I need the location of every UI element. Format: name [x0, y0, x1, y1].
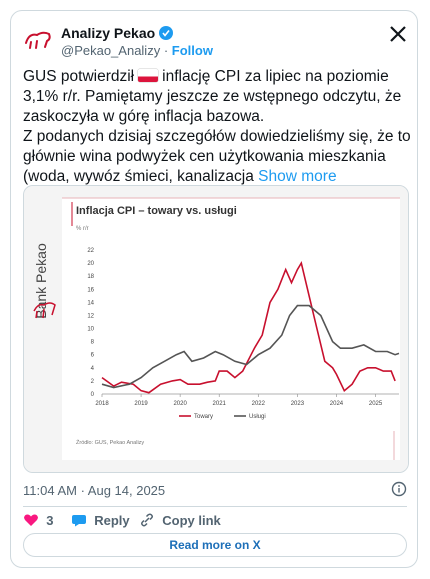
x-tick-label: 2025	[369, 401, 383, 407]
tweet-card: Analizy Pekao @Pekao_Analizy · Follow GU…	[10, 10, 418, 568]
text-part: Z podanych dzisiaj szczegółów dowiedziel…	[23, 128, 411, 185]
handle[interactable]: @Pekao_Analizy	[61, 43, 161, 58]
author-name[interactable]: Analizy Pekao	[61, 25, 174, 41]
chart-title: Inflacja CPI – towary vs. usługi	[76, 205, 237, 217]
y-tick-label: 20	[87, 261, 94, 267]
brand-label: Bank Pekao	[33, 243, 49, 319]
copy-text: Copy link	[162, 513, 221, 528]
x-tick-label: 2018	[95, 401, 109, 407]
like-action[interactable]: 3	[23, 513, 53, 528]
info-icon[interactable]	[391, 481, 407, 497]
y-tick-label: 18	[87, 274, 94, 280]
x-tick-label: 2020	[173, 401, 187, 407]
text-part: GUS potwierdził	[23, 68, 135, 85]
x-tick-label: 2022	[252, 401, 266, 407]
reply-icon	[72, 515, 86, 527]
text-part: inflację CPI za lipiec na poziomie 3,1% …	[23, 68, 402, 125]
y-tick-label: 4	[91, 366, 95, 372]
separator: ·	[163, 43, 169, 58]
link-icon	[141, 513, 153, 527]
reply-action[interactable]: Reply	[71, 513, 130, 528]
tweet-image[interactable]: Bank Pekao Inflacja CPI – towary vs. usł…	[23, 185, 409, 473]
y-tick-label: 12	[87, 313, 94, 319]
legend-label: Towary	[194, 414, 213, 420]
like-count: 3	[46, 513, 54, 528]
y-tick-label: 8	[91, 340, 95, 346]
show-more[interactable]: Show more	[258, 168, 337, 185]
y-tick-label: 6	[91, 353, 95, 359]
source: Źródło: GUS, Pekao Analizy	[76, 439, 144, 446]
flag-emoji	[138, 69, 159, 82]
copy-action[interactable]: Copy link	[139, 513, 221, 528]
y-tick-label: 0	[91, 392, 95, 398]
y-tick-label: 10	[87, 327, 94, 333]
author-name-text[interactable]: Analizy Pekao	[61, 25, 156, 41]
y-tick-label: 16	[87, 287, 94, 293]
x-logo[interactable]	[389, 25, 407, 43]
avatar	[25, 31, 51, 49]
series-line	[101, 304, 400, 389]
follow-button[interactable]: Follow	[171, 43, 213, 58]
x-tick-label: 2019	[134, 401, 148, 407]
x-tick-label: 2021	[213, 401, 227, 407]
chart: Bank Pekao Inflacja CPI – towary vs. usł…	[24, 186, 408, 472]
reply-text: Reply	[94, 513, 130, 528]
unit-label: % r/r	[76, 226, 89, 232]
x-tick-label: 2024	[330, 401, 344, 407]
verified-badge	[159, 26, 174, 40]
y-tick-label: 22	[87, 248, 94, 254]
author-handle: @Pekao_Analizy · Follow	[61, 43, 213, 58]
read-more-button[interactable]: Read more on X	[23, 533, 407, 557]
timestamp[interactable]: 11:04 AM · Aug 14, 2025	[23, 483, 166, 498]
x-tick-label: 2023	[291, 401, 305, 407]
divider	[23, 506, 407, 507]
heart-icon	[24, 514, 38, 526]
series-line	[101, 261, 396, 394]
legend-label: Usługi	[249, 414, 266, 420]
tweet-text: GUS potwierdził inflację CPI za lipiec na…	[23, 67, 411, 187]
y-tick-label: 14	[87, 300, 94, 306]
y-tick-label: 2	[91, 379, 95, 385]
